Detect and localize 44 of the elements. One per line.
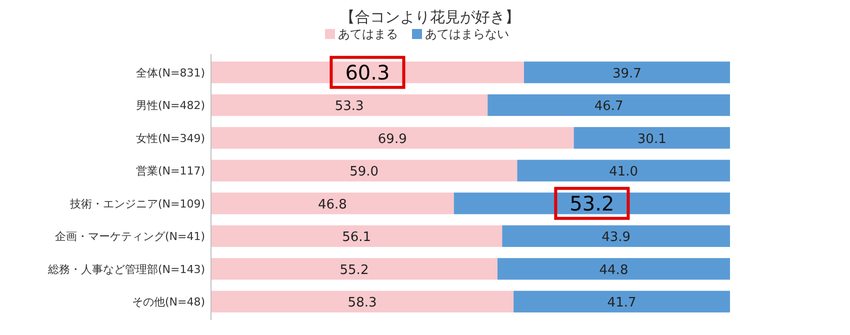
bar (454, 192, 730, 214)
bar (574, 127, 730, 149)
y-tick-label: その他(N=48) (132, 296, 205, 309)
bar (211, 127, 574, 149)
chart-title: 【合コンより花見が好き】 (340, 8, 520, 26)
bar (211, 225, 502, 247)
legend-item: あてはまらない (412, 27, 509, 41)
data-label: 53.2 (570, 191, 614, 216)
bar (502, 225, 730, 247)
y-tick-label: 男性(N=482) (136, 99, 205, 112)
data-label: 59.0 (350, 164, 379, 180)
bar (517, 160, 730, 182)
y-tick-label: 女性(N=349) (136, 132, 205, 145)
data-label: 39.7 (612, 66, 642, 82)
data-label: 41.0 (609, 164, 638, 180)
data-label: 30.1 (637, 132, 666, 147)
data-label: 55.2 (340, 262, 369, 278)
bar (211, 160, 518, 182)
data-label: 56.1 (342, 230, 372, 246)
bar (211, 258, 498, 280)
y-tick-label: 技術・エンジニア(N=109) (68, 197, 205, 210)
data-label: 46.8 (318, 197, 347, 212)
bar (497, 258, 730, 280)
data-label: 69.9 (378, 132, 407, 147)
bar (514, 290, 730, 312)
data-label: 41.7 (607, 296, 636, 311)
data-label: 46.7 (594, 99, 624, 114)
bar (524, 62, 730, 84)
y-tick-label: 企画・マーケティング(N=41) (54, 230, 205, 244)
bar (211, 62, 524, 84)
legend-item: あてはまる (325, 27, 398, 41)
bar (211, 94, 488, 116)
data-label: 60.3 (345, 60, 390, 84)
legend-label: あてはまる (338, 27, 398, 41)
y-tick-label: 全体(N=831) (136, 66, 205, 80)
y-tick-label: 総務・人事など管理部(N=143) (46, 262, 205, 276)
bar (211, 192, 454, 214)
data-label: 44.8 (599, 262, 628, 278)
bar (488, 94, 730, 116)
data-label: 53.3 (334, 99, 364, 114)
data-label: 58.3 (348, 296, 377, 311)
y-tick-label: 営業(N=117) (136, 164, 205, 178)
bar (211, 290, 514, 312)
data-label: 43.9 (602, 230, 631, 246)
